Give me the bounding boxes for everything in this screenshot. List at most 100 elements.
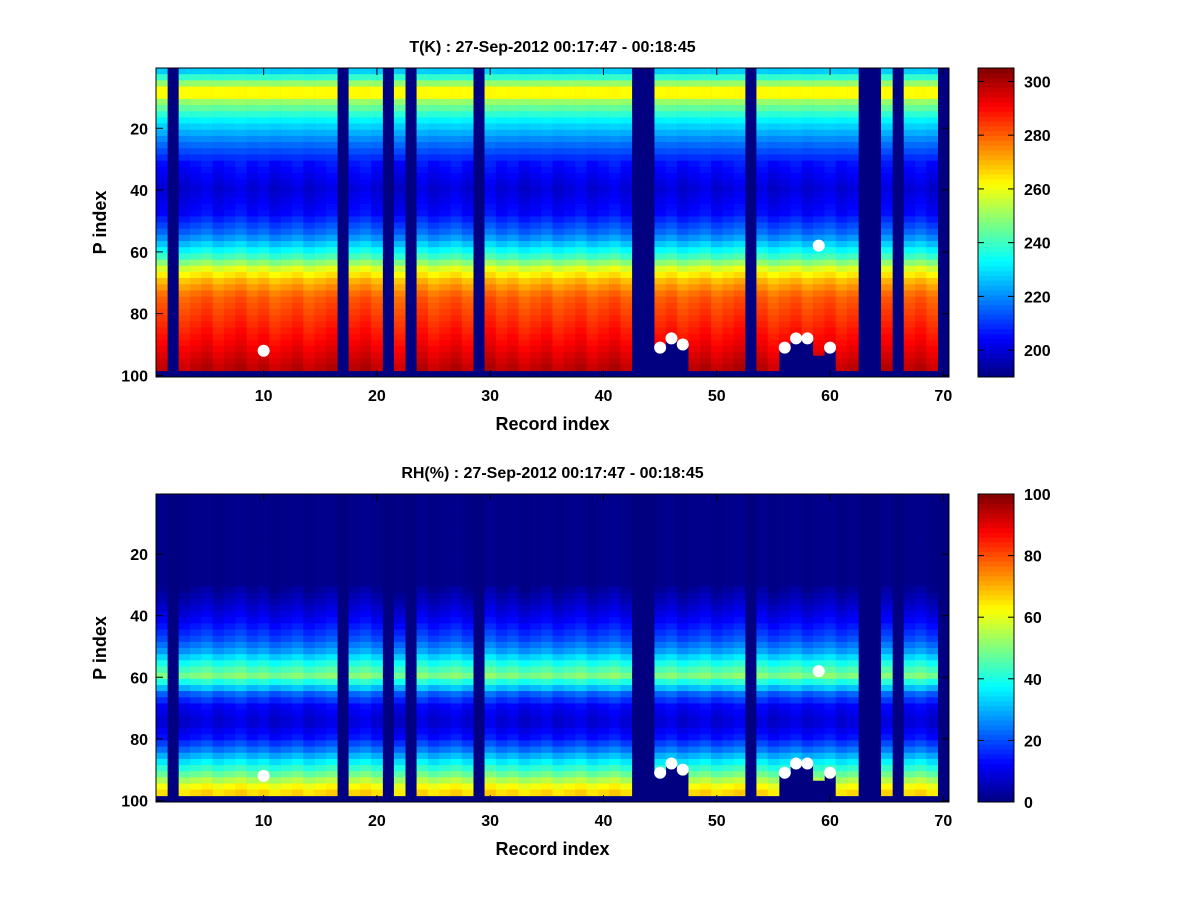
heatmap-cell xyxy=(507,321,519,328)
heatmap-cell xyxy=(699,691,712,698)
heatmap-cell xyxy=(393,228,406,236)
heatmap-cell xyxy=(189,777,202,784)
heatmap-cell xyxy=(563,117,576,124)
heatmap-cell xyxy=(461,203,474,211)
heatmap-cell xyxy=(529,648,542,655)
heatmap-cell xyxy=(212,315,225,322)
heatmap-cell xyxy=(552,98,565,106)
heatmap-cell xyxy=(303,598,315,606)
heatmap-cell xyxy=(416,506,429,513)
heatmap-cell xyxy=(495,617,508,624)
heatmap-cell xyxy=(212,228,225,236)
heatmap-cell xyxy=(439,623,451,630)
heatmap-cell xyxy=(325,524,338,532)
heatmap-cell xyxy=(291,543,304,550)
heatmap-cell xyxy=(427,512,440,519)
heatmap-cell xyxy=(235,185,247,192)
heatmap-cell xyxy=(212,197,225,205)
heatmap-cell xyxy=(461,173,474,180)
heatmap-cell xyxy=(507,216,519,223)
heatmap-cell xyxy=(201,746,213,754)
heatmap-cell xyxy=(280,506,293,513)
heatmap-cell xyxy=(563,253,576,260)
heatmap-cell xyxy=(212,123,225,131)
heatmap-cell xyxy=(541,715,553,723)
heatmap-cell xyxy=(291,135,304,143)
heatmap-cell xyxy=(529,166,542,174)
heatmap-cell xyxy=(597,339,610,347)
heatmap-cell xyxy=(416,728,429,735)
heatmap-cell xyxy=(269,728,281,735)
heatmap-cell xyxy=(314,80,327,87)
heatmap-cell xyxy=(178,154,191,161)
heatmap-cell xyxy=(507,543,519,550)
heatmap-cell xyxy=(235,352,247,359)
heatmap-cell xyxy=(416,648,429,655)
heatmap-cell xyxy=(450,111,463,118)
heatmap-cell xyxy=(393,197,406,205)
heatmap-cell xyxy=(223,765,236,772)
heatmap-cell xyxy=(586,253,599,260)
heatmap-cell xyxy=(609,327,621,335)
heatmap-cell xyxy=(835,216,848,223)
heatmap-cell xyxy=(563,758,576,766)
heatmap-cell xyxy=(348,142,361,149)
heatmap-cell xyxy=(824,309,837,316)
heatmap-cell xyxy=(280,629,293,636)
heatmap-cell xyxy=(393,259,406,267)
heatmap-cell xyxy=(801,68,814,75)
heatmap-cell xyxy=(291,654,304,661)
heatmap-cell xyxy=(189,518,202,526)
heatmap-cell xyxy=(427,173,440,180)
heatmap-cell xyxy=(779,321,791,328)
heatmap-cell xyxy=(699,500,712,507)
heatmap-cell xyxy=(235,117,247,124)
heatmap-cell xyxy=(824,222,837,229)
heatmap-cell xyxy=(620,574,633,581)
heatmap-cell xyxy=(189,580,202,587)
heatmap-cell xyxy=(450,500,463,507)
heatmap-cell xyxy=(563,179,576,186)
heatmap-cell xyxy=(654,302,667,310)
heatmap-cell xyxy=(416,80,429,87)
heatmap-cell xyxy=(835,111,848,118)
heatmap-cell xyxy=(903,228,916,236)
heatmap-cell xyxy=(688,191,701,199)
heatmap-cell xyxy=(303,290,315,297)
heatmap-cell xyxy=(541,592,553,600)
heatmap-cell xyxy=(575,728,587,735)
heatmap-cell xyxy=(303,98,315,106)
heatmap-cell xyxy=(461,500,474,507)
heatmap-cell xyxy=(688,555,701,563)
heatmap-cell xyxy=(801,117,814,124)
heatmap-cell xyxy=(801,203,814,211)
heatmap-cell xyxy=(813,296,825,304)
heatmap-cell xyxy=(507,241,519,248)
heatmap-cell xyxy=(586,160,599,168)
heatmap-cell xyxy=(235,666,247,673)
heatmap-cell xyxy=(813,315,825,322)
heatmap-cell xyxy=(450,728,463,735)
heatmap-cell xyxy=(926,296,938,304)
heatmap-cell xyxy=(518,555,531,563)
heatmap-cell xyxy=(926,290,938,297)
heatmap-cell xyxy=(813,216,825,223)
heatmap-cell xyxy=(359,524,372,532)
heatmap-cell xyxy=(926,346,938,353)
heatmap-cell xyxy=(235,228,247,236)
heatmap-cell xyxy=(325,111,338,118)
heatmap-cell xyxy=(303,697,315,704)
heatmap-cell xyxy=(507,173,519,180)
heatmap-cell xyxy=(620,549,633,556)
heatmap-cell xyxy=(257,185,270,192)
heatmap-cell xyxy=(518,234,531,242)
heatmap-cell xyxy=(801,265,814,273)
heatmap-cell xyxy=(552,278,565,285)
heatmap-cell xyxy=(235,135,247,143)
heatmap-cell xyxy=(722,166,735,174)
heatmap-cell xyxy=(348,117,361,124)
heatmap-cell xyxy=(223,327,236,335)
heatmap-cell xyxy=(461,524,474,532)
heatmap-cell xyxy=(348,315,361,322)
heatmap-cell xyxy=(178,660,191,667)
